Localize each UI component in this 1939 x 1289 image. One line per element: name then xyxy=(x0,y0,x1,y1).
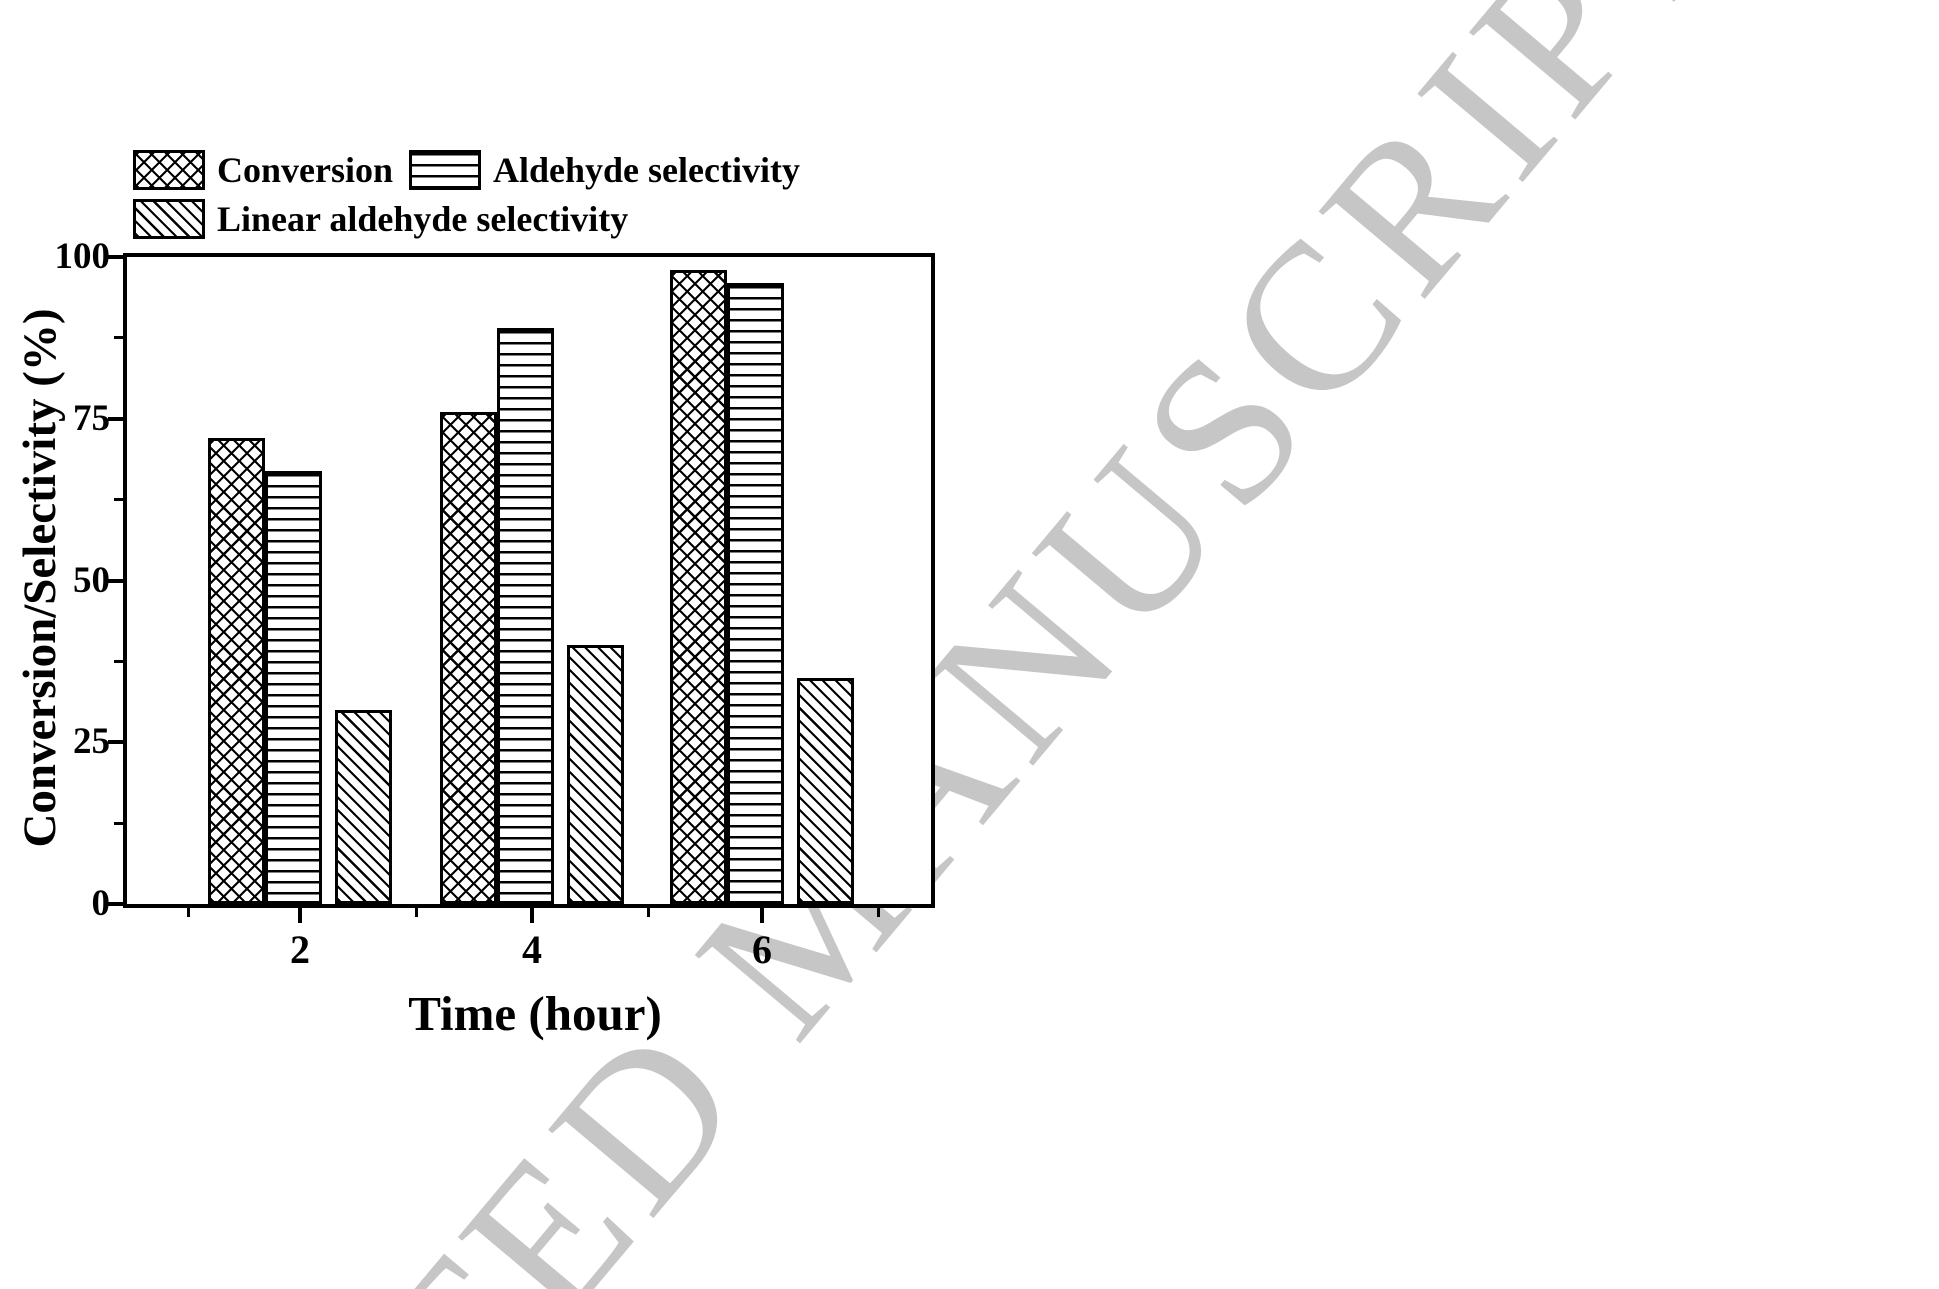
y-tick-label: 75 xyxy=(73,398,110,439)
x-tick-label: 4 xyxy=(522,927,542,972)
y-tick-label: 100 xyxy=(54,236,111,277)
bar-conversion-2h xyxy=(208,438,265,904)
legend: Conversion Aldehyde selectivity Linear a… xyxy=(133,150,816,248)
y-major-tick xyxy=(108,579,123,583)
bar-aldehyde-selectivity-6h xyxy=(727,283,784,904)
legend-item-aldehyde-selectivity: Aldehyde selectivity xyxy=(409,150,800,190)
horizontal-lines-swatch-icon xyxy=(409,150,482,190)
y-major-tick xyxy=(108,417,123,421)
diagonal-lines-swatch-icon xyxy=(133,199,205,239)
plot-area xyxy=(123,253,935,908)
legend-label-linear-aldehyde-selectivity: Linear aldehyde selectivity xyxy=(217,199,629,239)
legend-item-linear-aldehyde-selectivity: Linear aldehyde selectivity xyxy=(133,199,628,239)
y-minor-tick xyxy=(114,660,123,663)
y-minor-tick xyxy=(114,336,123,339)
y-major-tick xyxy=(108,255,123,259)
x-tick-label: 2 xyxy=(290,927,310,972)
bar-linear-aldehyde-selectivity-2h xyxy=(335,710,392,904)
bar-aldehyde-selectivity-4h xyxy=(497,328,554,904)
x-minor-tick xyxy=(877,908,880,917)
bar-aldehyde-selectivity-2h xyxy=(265,471,322,904)
y-major-tick xyxy=(108,902,123,906)
x-tick-label: 6 xyxy=(752,927,772,972)
y-minor-tick xyxy=(114,822,123,825)
crosshatch-swatch-icon xyxy=(133,150,205,190)
bar-linear-aldehyde-selectivity-6h xyxy=(797,678,854,904)
x-axis-title: Time (hour) xyxy=(408,986,662,1041)
x-major-tick xyxy=(298,908,302,923)
y-major-tick xyxy=(108,740,123,744)
legend-label-conversion: Conversion xyxy=(217,150,394,190)
bar-conversion-6h xyxy=(670,270,727,904)
x-major-tick xyxy=(760,908,764,923)
bar-conversion-4h xyxy=(440,412,497,904)
x-minor-tick xyxy=(647,908,650,917)
bar-linear-aldehyde-selectivity-4h xyxy=(567,645,624,904)
x-minor-tick xyxy=(187,908,190,917)
legend-row-1: Conversion Aldehyde selectivity xyxy=(133,150,816,190)
y-tick-label: 25 xyxy=(73,721,110,762)
y-tick-label: 0 xyxy=(91,883,111,924)
y-minor-tick xyxy=(114,498,123,501)
legend-label-aldehyde-selectivity: Aldehyde selectivity xyxy=(493,150,800,190)
y-tick-label: 50 xyxy=(73,560,110,601)
legend-row-2: Linear aldehyde selectivity xyxy=(133,199,816,239)
x-minor-tick xyxy=(415,908,418,917)
legend-item-conversion: Conversion xyxy=(133,150,393,190)
x-major-tick xyxy=(530,908,534,923)
